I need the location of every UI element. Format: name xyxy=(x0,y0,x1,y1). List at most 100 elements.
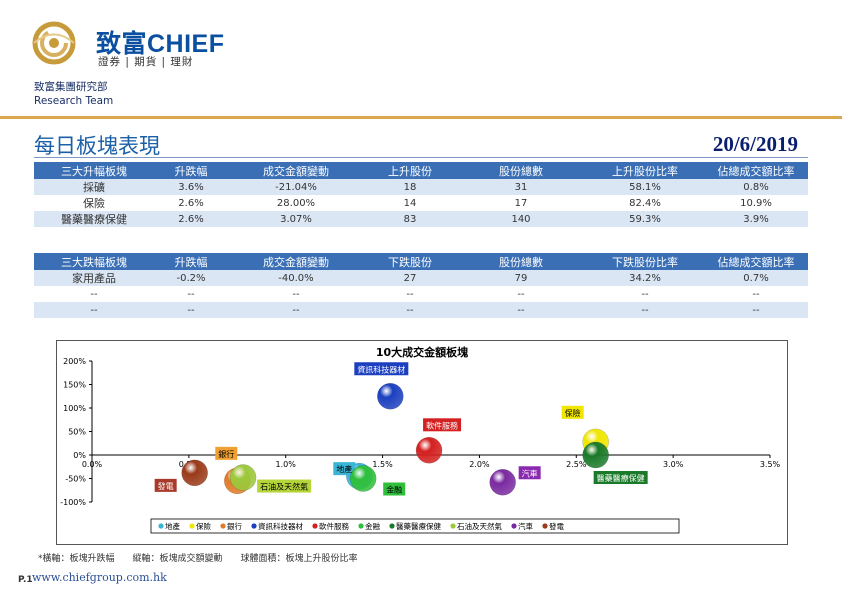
col-header: 成交金額變動 xyxy=(228,253,364,270)
table-cell: 採礦 xyxy=(34,179,154,195)
col-header: 升跌幅 xyxy=(154,253,228,270)
col-header: 升跌幅 xyxy=(154,162,228,179)
legend-entry: 金融 xyxy=(365,521,380,531)
legend-marker xyxy=(511,523,517,529)
bubble-汽車 xyxy=(489,469,516,496)
bubble-發電 xyxy=(181,459,208,487)
bubble-label: 醫藥醫療保健 xyxy=(597,473,645,483)
bubble-label-bg xyxy=(561,405,584,419)
table-cell: -- xyxy=(704,302,808,318)
legend-entry: 汽車 xyxy=(518,521,533,531)
x-tick-label: 2.0% xyxy=(469,460,490,469)
legend-marker xyxy=(358,523,364,529)
page-number: P.1 xyxy=(18,575,33,585)
legend-entry: 地產 xyxy=(165,521,180,531)
table-cell: -0.2% xyxy=(154,270,228,286)
table-cell: 家用產品 xyxy=(34,270,154,286)
bubble-label: 軟件服務 xyxy=(426,420,458,430)
table-cell: 3.6% xyxy=(154,179,228,195)
bubble-label-bg xyxy=(215,446,238,460)
col-header: 上升股份 xyxy=(364,162,456,179)
col-header: 佔總成交額比率 xyxy=(704,253,808,270)
table-cell: -21.04% xyxy=(228,179,364,195)
x-tick-label: 1.5% xyxy=(372,460,393,469)
chart-title: 10大成交金額板塊 xyxy=(376,345,468,359)
legend-entry: 保險 xyxy=(196,521,211,531)
bubble-label: 石油及天然氣 xyxy=(260,482,308,492)
bubble-label: 汽車 xyxy=(522,468,538,478)
table-cell: 0.8% xyxy=(704,179,808,195)
bubble-label: 地產 xyxy=(336,464,352,474)
table-cell: 34.2% xyxy=(586,270,704,286)
table-cell: 17 xyxy=(456,195,586,211)
table-cell: -- xyxy=(364,286,456,302)
table-cell: 140 xyxy=(456,211,586,227)
department-block: 致富集團研究部 Research Team xyxy=(34,80,113,108)
table-cell: 31 xyxy=(456,179,586,195)
table-cell: 0.7% xyxy=(704,270,808,286)
y-tick-label: -100% xyxy=(60,498,86,507)
department-name-zh: 致富集團研究部 xyxy=(34,81,108,93)
bubble-label: 金融 xyxy=(386,485,402,495)
table-cell: 14 xyxy=(364,195,456,211)
bubble-label-bg xyxy=(354,362,409,376)
table-row: 家用產品 -0.2% -40.0% 27 79 34.2% 0.7% xyxy=(34,270,808,286)
table-cell: -- xyxy=(586,286,704,302)
legend-marker xyxy=(158,523,164,529)
table-cell: -- xyxy=(586,302,704,318)
bubble-label-bg xyxy=(593,471,648,484)
report-date: 20/6/2019 xyxy=(712,132,798,156)
table-cell: 27 xyxy=(364,270,456,286)
bubble-label: 保險 xyxy=(565,408,581,418)
table-cell: 59.3% xyxy=(586,211,704,227)
table-cell: 58.1% xyxy=(586,179,704,195)
legend-entry: 銀行 xyxy=(227,521,242,531)
table-cell: 3.9% xyxy=(704,211,808,227)
brand-name: 致富CHIEF xyxy=(96,30,225,58)
table-cell: -- xyxy=(364,302,456,318)
brand-tagline: 證券 | 期貨 | 理財 xyxy=(98,56,194,68)
company-logo: 致富CHIEF 證券 | 期貨 | 理財 xyxy=(30,20,240,70)
y-tick-label: 150% xyxy=(63,381,86,390)
table-cell: -- xyxy=(228,286,364,302)
col-header: 三大升幅板塊 xyxy=(34,162,154,179)
table-row: -- -- -- -- -- -- -- xyxy=(34,302,808,318)
table-cell: 10.9% xyxy=(704,195,808,211)
legend-entry: 軟件服務 xyxy=(319,521,349,531)
x-tick-label: 0.0% xyxy=(82,460,103,469)
bubble-label-bg xyxy=(154,478,177,492)
bubble-label-bg xyxy=(333,462,356,476)
col-header: 上升股份比率 xyxy=(586,162,704,179)
table-cell: -- xyxy=(34,286,154,302)
table-cell: 18 xyxy=(364,179,456,195)
y-tick-label: -50% xyxy=(65,475,86,484)
col-header: 下跌股份 xyxy=(364,253,456,270)
y-tick-label: 0% xyxy=(73,451,86,460)
table-cell: 2.6% xyxy=(154,195,228,211)
table-header-row: 三大升幅板塊 升跌幅 成交金額變動 上升股份 股份總數 上升股份比率 佔總成交額… xyxy=(34,162,808,179)
table-cell: 2.6% xyxy=(154,211,228,227)
table-cell: 醫藥醫療保健 xyxy=(34,211,154,227)
col-header: 股份總數 xyxy=(456,162,586,179)
table-cell: 82.4% xyxy=(586,195,704,211)
legend-marker xyxy=(220,523,226,529)
y-tick-label: 200% xyxy=(63,357,86,366)
title-underline xyxy=(34,157,808,158)
bubble-資訊科技器材 xyxy=(377,383,404,410)
table-row: -- -- -- -- -- -- -- xyxy=(34,286,808,302)
table-cell: -- xyxy=(154,302,228,318)
legend-marker xyxy=(542,523,548,529)
bubble-label-bg xyxy=(383,482,406,496)
table-cell: 79 xyxy=(456,270,586,286)
website-link[interactable]: www.chiefgroup.com.hk xyxy=(32,571,167,584)
bubble-label: 發電 xyxy=(158,482,174,491)
legend-marker xyxy=(189,523,195,529)
report-title: 每日板塊表現 xyxy=(34,134,160,158)
table-cell: -- xyxy=(456,302,586,318)
legend-marker xyxy=(312,523,318,529)
table-cell: -- xyxy=(154,286,228,302)
bubble-label-bg xyxy=(423,418,462,432)
table-row: 保險 2.6% 28.00% 14 17 82.4% 10.9% xyxy=(34,195,808,211)
legend-entry: 發電 xyxy=(549,522,564,531)
top-losers-table: 三大跌幅板塊 升跌幅 成交金額變動 下跌股份 股份總數 下跌股份比率 佔總成交額… xyxy=(34,253,808,318)
